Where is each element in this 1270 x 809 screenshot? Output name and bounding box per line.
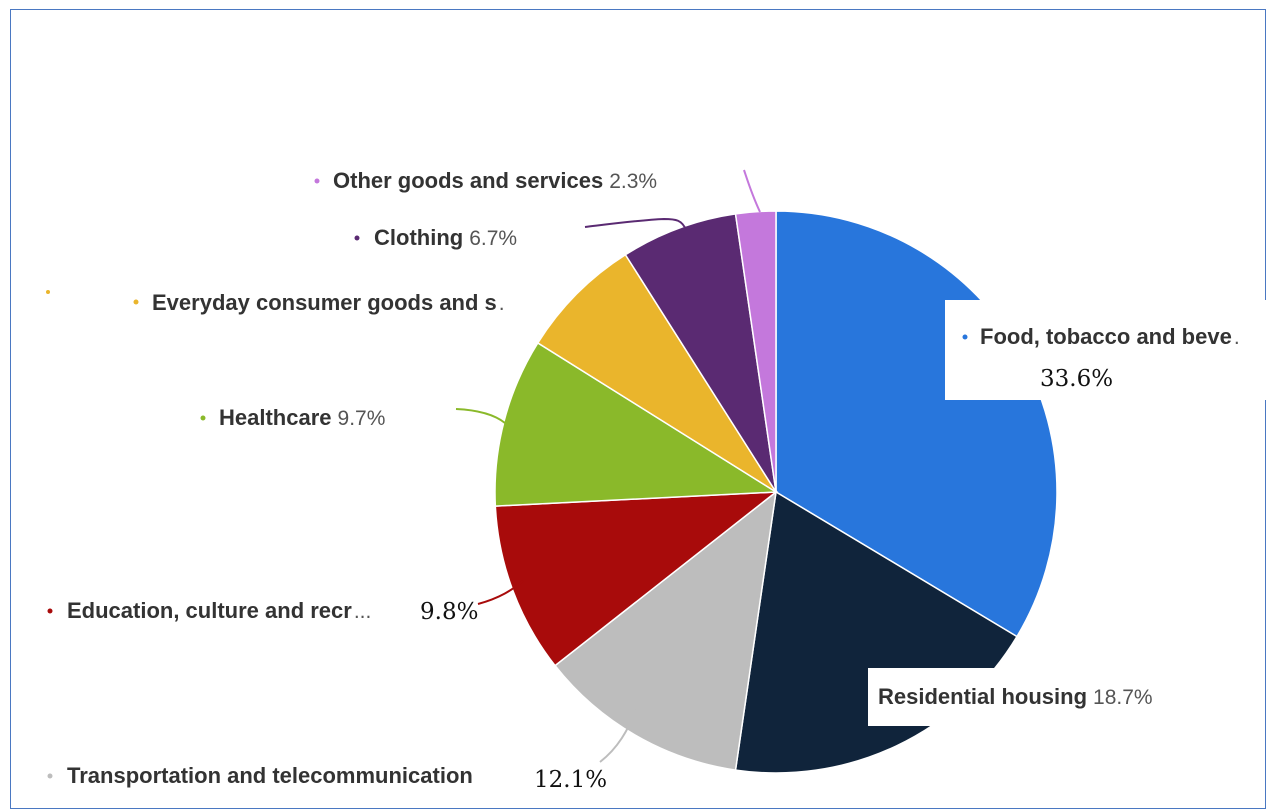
label-clothing-marker: [354, 235, 360, 241]
label-everyday: Everyday consumer goods and s.: [152, 290, 505, 315]
slice-labels: Other goods and services 2.3% Clothing 6.7%…: [46, 168, 1270, 794]
label-other-marker: [314, 178, 320, 184]
label-food-marker: [962, 334, 968, 340]
label-education-value: 9.8%: [420, 599, 478, 625]
label-education: Education, culture and recr...: [67, 598, 371, 623]
label-everyday-marker: [133, 299, 139, 305]
label-housing-name: Residential housing: [878, 684, 1087, 709]
connector-line-4: [455, 408, 506, 424]
label-everyday-truncation: .: [499, 292, 505, 315]
connector-line-3: [477, 580, 524, 605]
pie-slice-6[interactable]: [624, 213, 777, 493]
label-food-value: 33.6%: [1040, 366, 1113, 392]
label-food-name: Food, tobacco and beve: [980, 324, 1232, 349]
label-healthcare-name: Healthcare: [219, 405, 332, 430]
label-clothing-name: Clothing: [374, 225, 463, 250]
label-food: Food, tobacco and beve.: [980, 324, 1240, 349]
label-food-truncation: .: [1234, 326, 1240, 349]
label-healthcare-value: 9.7%: [338, 407, 386, 430]
pie-slice-5[interactable]: [536, 253, 777, 493]
label-transport-value: 12.1%: [534, 767, 607, 793]
label-other-name: Other goods and services: [333, 168, 603, 193]
food-label-box: [945, 300, 1270, 400]
pie-slice-2[interactable]: [553, 490, 778, 771]
label-connectors: [455, 169, 761, 763]
label-education-truncation: ...: [354, 600, 372, 623]
label-everyday-name: Everyday consumer goods and s: [152, 290, 497, 315]
label-transport-marker: [47, 773, 53, 779]
label-housing: Residential housing 18.7%: [878, 684, 1153, 709]
label-housing-value: 18.7%: [1093, 686, 1153, 709]
connector-line-2: [599, 709, 637, 763]
pie-slice-7[interactable]: [734, 210, 777, 493]
label-other: Other goods and services 2.3%: [333, 168, 657, 193]
label-transport: Transportation and telecommunication: [67, 763, 473, 788]
label-other-value: 2.3%: [609, 170, 657, 193]
housing-label-box: [868, 668, 1188, 726]
label-everyday-marker-fragment: [46, 290, 50, 294]
label-clothing: Clothing 6.7%: [374, 225, 517, 250]
label-clothing-value: 6.7%: [469, 227, 517, 250]
pie-slice-3[interactable]: [494, 491, 779, 667]
connector-line-7: [743, 169, 761, 213]
label-transport-name: Transportation and telecommunication: [67, 763, 473, 788]
label-education-marker: [47, 608, 53, 614]
connector-line-6: [584, 217, 687, 231]
label-healthcare: Healthcare 9.7%: [219, 405, 385, 430]
label-education-name: Education, culture and recr: [67, 598, 352, 623]
label-healthcare-marker: [200, 415, 206, 421]
transport-value-box: [526, 764, 616, 794]
